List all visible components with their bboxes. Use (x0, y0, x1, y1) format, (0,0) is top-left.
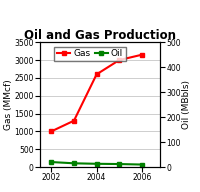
Legend: Gas, Oil: Gas, Oil (54, 47, 126, 61)
Line: Gas: Gas (49, 52, 144, 134)
Title: Oil and Gas Production: Oil and Gas Production (24, 29, 176, 42)
Line: Oil: Oil (49, 160, 144, 167)
Gas (50, 130, 53, 132)
Gas (73, 120, 75, 122)
Gas (95, 73, 98, 75)
Oil (141, 163, 143, 166)
Gas (118, 59, 120, 61)
Y-axis label: Oil (MBbls): Oil (MBbls) (182, 80, 191, 129)
Oil (118, 163, 120, 165)
Y-axis label: Gas (MMcf): Gas (MMcf) (4, 79, 13, 130)
Oil (50, 161, 53, 163)
Gas (141, 54, 143, 56)
Oil (73, 162, 75, 164)
Oil (95, 163, 98, 165)
